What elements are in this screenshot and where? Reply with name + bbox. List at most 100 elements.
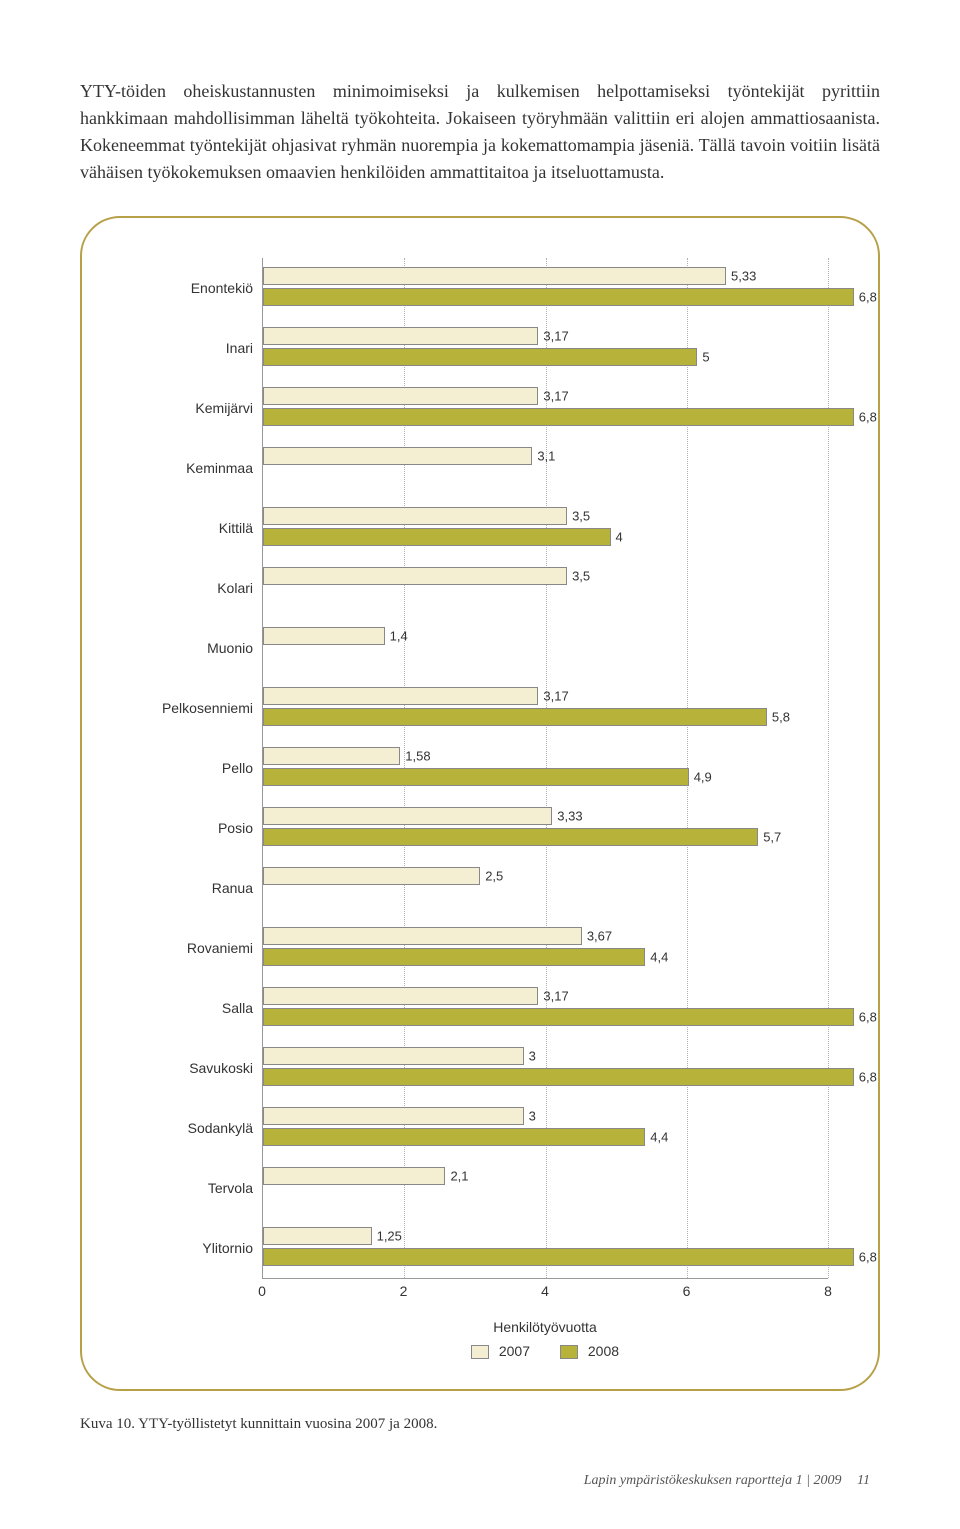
bar: 4 <box>263 528 611 546</box>
category-label: Ranua <box>133 880 261 896</box>
bar: 3,5 <box>263 507 567 525</box>
footer-text: Lapin ympäristökeskuksen raportteja 1 | … <box>584 1473 842 1488</box>
chart-row: Kemijärvi3,176,8 <box>133 378 828 438</box>
bar: 6,8 <box>263 408 854 426</box>
chart-row: Kolari3,5 <box>133 558 828 618</box>
x-tick-label: 6 <box>683 1283 691 1299</box>
bar-value-label: 6,8 <box>859 410 877 425</box>
category-label: Kolari <box>133 580 261 596</box>
bar: 6,8 <box>263 1068 854 1086</box>
chart-row: Savukoski36,8 <box>133 1038 828 1098</box>
bar: 1,25 <box>263 1227 372 1245</box>
bar: 5,33 <box>263 267 726 285</box>
legend: 2007 2008 <box>262 1343 828 1359</box>
chart-frame: Enontekiö5,336,8Inari3,175Kemijärvi3,176… <box>80 216 880 1391</box>
bar-value-label: 4,4 <box>650 1130 668 1145</box>
category-label: Pelkosenniemi <box>133 700 261 716</box>
bar-value-label: 3,17 <box>543 989 568 1004</box>
chart-row: Enontekiö5,336,8 <box>133 258 828 318</box>
bar-value-label: 3 <box>529 1109 536 1124</box>
bar-value-label: 2,1 <box>450 1169 468 1184</box>
bar-value-label: 4 <box>616 530 623 545</box>
category-label: Kittilä <box>133 520 261 536</box>
category-label: Pello <box>133 760 261 776</box>
bar-value-label: 3,33 <box>557 809 582 824</box>
bar: 6,8 <box>263 1248 854 1266</box>
category-label: Salla <box>133 1000 261 1016</box>
bar-value-label: 6,8 <box>859 290 877 305</box>
bar-value-label: 1,25 <box>377 1229 402 1244</box>
category-label: Inari <box>133 340 261 356</box>
page-number: 11 <box>857 1473 870 1489</box>
bar: 3,67 <box>263 927 582 945</box>
bar: 3,17 <box>263 387 538 405</box>
x-axis: 02468 <box>262 1278 828 1319</box>
chart-row: Sodankylä34,4 <box>133 1098 828 1158</box>
bar-value-label: 6,8 <box>859 1070 877 1085</box>
bar: 1,4 <box>263 627 385 645</box>
bar: 3 <box>263 1047 524 1065</box>
bar: 4,9 <box>263 768 689 786</box>
bar-value-label: 3,17 <box>543 329 568 344</box>
bar: 3,17 <box>263 327 538 345</box>
x-tick-label: 2 <box>400 1283 408 1299</box>
chart-row: Tervola2,1 <box>133 1158 828 1218</box>
bar-value-label: 3,1 <box>537 449 555 464</box>
bar: 2,1 <box>263 1167 445 1185</box>
category-label: Muonio <box>133 640 261 656</box>
bar-chart: Enontekiö5,336,8Inari3,175Kemijärvi3,176… <box>132 258 828 1359</box>
bar-value-label: 5,33 <box>731 269 756 284</box>
bar-value-label: 3,67 <box>587 929 612 944</box>
legend-item-2008: 2008 <box>560 1343 619 1359</box>
bar: 2,5 <box>263 867 480 885</box>
chart-row: Posio3,335,7 <box>133 798 828 858</box>
bar-value-label: 3,5 <box>572 569 590 584</box>
chart-row: Pello 1,58 4,9 <box>133 738 828 798</box>
bar-value-label: 4,9 <box>694 770 712 785</box>
chart-row: Ranua2,5 <box>133 858 828 918</box>
bar-value-label: 5,8 <box>772 710 790 725</box>
legend-item-2007: 2007 <box>471 1343 530 1359</box>
bar: 5 <box>263 348 697 366</box>
bar-value-label: 1,4 <box>390 629 408 644</box>
chart-row: Salla3,176,8 <box>133 978 828 1038</box>
x-tick-label: 8 <box>824 1283 832 1299</box>
x-axis-title: Henkilötyövuotta <box>262 1319 828 1335</box>
intro-paragraph: YTY-töiden oheiskustannusten minimoimise… <box>80 78 880 186</box>
chart-row: Kittilä3,54 <box>133 498 828 558</box>
bar-value-label: 5 <box>702 350 709 365</box>
chart-row: Ylitornio1,256,8 <box>133 1218 828 1278</box>
page-footer: Lapin ympäristökeskuksen raportteja 1 | … <box>80 1473 880 1489</box>
chart-row: Keminmaa3,1 <box>133 438 828 498</box>
bar-value-label: 3,17 <box>543 689 568 704</box>
legend-label-2008: 2008 <box>588 1343 619 1359</box>
bar: 3,17 <box>263 987 538 1005</box>
bar: 3,5 <box>263 567 567 585</box>
bar: 5,7 <box>263 828 758 846</box>
category-label: Ylitornio <box>133 1240 261 1256</box>
bar: 3,1 <box>263 447 532 465</box>
plot-area: Enontekiö5,336,8Inari3,175Kemijärvi3,176… <box>262 258 828 1278</box>
bar: 6,8 <box>263 288 854 306</box>
category-label: Savukoski <box>133 1060 261 1076</box>
bar-value-label: 1,58 <box>405 749 430 764</box>
chart-row: Rovaniemi3,674,4 <box>133 918 828 978</box>
figure-caption: Kuva 10. YTY-työllistetyt kunnittain vuo… <box>80 1416 880 1433</box>
chart-row: Inari3,175 <box>133 318 828 378</box>
bar-value-label: 5,7 <box>763 830 781 845</box>
legend-swatch-2007 <box>471 1345 489 1359</box>
bar: 4,4 <box>263 1128 645 1146</box>
x-tick-label: 4 <box>541 1283 549 1299</box>
category-label: Tervola <box>133 1180 261 1196</box>
legend-swatch-2008 <box>560 1345 578 1359</box>
bar: 3,33 <box>263 807 552 825</box>
bar-value-label: 6,8 <box>859 1250 877 1265</box>
category-label: Rovaniemi <box>133 940 261 956</box>
bar-value-label: 2,5 <box>485 869 503 884</box>
bar: 4,4 <box>263 948 645 966</box>
bar-value-label: 3,5 <box>572 509 590 524</box>
category-label: Kemijärvi <box>133 400 261 416</box>
category-label: Keminmaa <box>133 460 261 476</box>
category-label: Posio <box>133 820 261 836</box>
category-label: Enontekiö <box>133 280 261 296</box>
